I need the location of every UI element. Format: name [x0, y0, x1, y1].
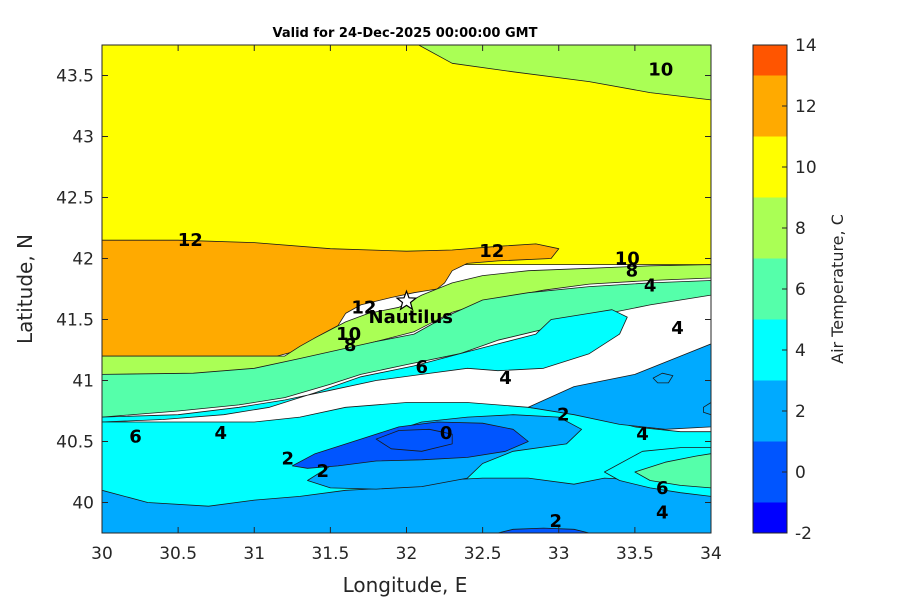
- contour-label: 2: [316, 461, 329, 482]
- chart-title: Valid for 24-Dec-2025 00:00:00 GMT: [273, 26, 538, 41]
- contour-band-6-13: [634, 453, 711, 489]
- colorbar-tick-label: 4: [795, 341, 806, 361]
- contour-band-2-15: [703, 402, 711, 416]
- colorbar-segment: [753, 136, 787, 198]
- colorbar-segment: [753, 380, 787, 442]
- colorbar-tick-label: -2: [795, 524, 812, 544]
- y-tick-label: 42.5: [56, 189, 94, 209]
- contour-label: 0: [440, 423, 453, 444]
- contour-band-10-0: [102, 45, 711, 266]
- contour-band-4-5: [102, 309, 628, 423]
- colorbar-tick-label: 0: [795, 463, 806, 483]
- x-tick-label: 32: [396, 544, 418, 564]
- x-tick-label: 34: [700, 544, 722, 564]
- contour-band-2-8: [102, 477, 711, 533]
- contour-band-8-1: [418, 45, 711, 101]
- contour-label: 10: [615, 249, 640, 270]
- colorbar-segment: [753, 197, 787, 259]
- contour-label: 12: [479, 241, 504, 262]
- colorbar-tick-label: 14: [795, 36, 817, 56]
- x-axis-label: Longitude, E: [343, 573, 468, 597]
- colorbar-tick-label: 12: [795, 97, 817, 117]
- contour-label: 4: [499, 368, 512, 389]
- contour-label: 6: [415, 357, 428, 378]
- colorbar-segment: [753, 258, 787, 320]
- y-tick-label: 41: [72, 372, 94, 392]
- colorbar-tick-label: 8: [795, 219, 806, 239]
- contour-band-2-7: [527, 343, 711, 430]
- y-tick-label: 43.5: [56, 67, 94, 87]
- contour-label: 4: [214, 423, 227, 444]
- y-axis-label: Latitude, N: [13, 234, 37, 344]
- colorbar-segment: [753, 502, 787, 533]
- x-tick-label: 31: [243, 544, 265, 564]
- contour-label: 4: [636, 424, 649, 445]
- contour-label: 4: [644, 275, 657, 296]
- y-tick-label: 42: [72, 250, 94, 270]
- contour-band-2-14: [652, 372, 674, 384]
- colorbar-tick-label: 6: [795, 280, 806, 300]
- colorbar-tick-label: 2: [795, 402, 806, 422]
- marker-label: Nautilus: [369, 307, 454, 328]
- marker-layer: Nautilus: [369, 289, 454, 328]
- contour-label: 10: [648, 59, 673, 80]
- x-tick-label: 30: [91, 544, 113, 564]
- contour-label: 2: [281, 449, 294, 470]
- y-tick-label: 40: [72, 494, 94, 514]
- y-tick-label: 40.5: [56, 433, 94, 453]
- colorbar-segment: [753, 45, 787, 76]
- contour-label: 4: [671, 318, 684, 339]
- y-tick-label: 41.5: [56, 311, 94, 331]
- contour-label: 12: [178, 230, 203, 251]
- x-tick-label: 30.5: [159, 544, 197, 564]
- contour-label: 2: [557, 405, 570, 426]
- x-tick-label: 31.5: [311, 544, 349, 564]
- colorbar-segment: [753, 75, 787, 137]
- contour-label: 2: [549, 511, 562, 532]
- contour-label: 6: [656, 478, 669, 499]
- y-tick-label: 43: [72, 128, 94, 148]
- colorbar-segment: [753, 319, 787, 381]
- colorbar: -2 0 2 4 6 8 10 12 14: [752, 36, 817, 544]
- colorbar-label: Air Temperature, C: [828, 214, 847, 364]
- plot-area: [102, 45, 711, 533]
- contour-label: 6: [129, 427, 142, 448]
- x-tick-label: 32.5: [464, 544, 502, 564]
- x-tick-label: 33.5: [616, 544, 654, 564]
- contour-band-6-4: [102, 280, 711, 418]
- star-marker-icon: [395, 289, 418, 311]
- x-tick-label: 33: [548, 544, 570, 564]
- contour-label: 4: [656, 502, 669, 523]
- colorbar-tick-label: 10: [795, 158, 817, 178]
- contour-label: 12: [351, 297, 376, 318]
- x-axis: 30 30.5 31 31.5 32 32.5 33 33.5 34: [91, 45, 722, 564]
- contour-label: 8: [344, 335, 357, 356]
- contour-band-0-11: [375, 428, 453, 452]
- contour-label: 8: [626, 261, 639, 282]
- contour-label: 10: [336, 324, 361, 345]
- colorbar-segment: [753, 441, 787, 503]
